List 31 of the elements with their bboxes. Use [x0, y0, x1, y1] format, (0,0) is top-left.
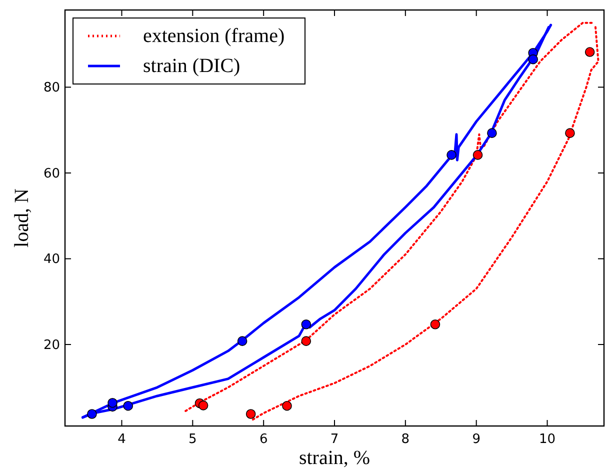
point	[472, 150, 483, 160]
point	[301, 319, 312, 330]
point	[584, 47, 595, 57]
y-tick-label: 40	[43, 252, 60, 268]
point	[565, 128, 575, 138]
legend-label: extension (frame)	[143, 25, 285, 47]
x-tick-label: 9	[472, 432, 480, 447]
point	[246, 409, 256, 419]
point	[237, 336, 248, 346]
x-tick-label: 4	[118, 432, 126, 447]
point	[198, 400, 208, 410]
point	[301, 336, 312, 346]
point	[108, 398, 118, 408]
point	[430, 319, 440, 330]
legend-label: strain (DIC)	[143, 55, 240, 77]
point	[446, 150, 456, 160]
point	[282, 400, 292, 411]
y-tick-label: 80	[43, 80, 60, 96]
point	[528, 54, 538, 64]
y-tick-label: 20	[43, 338, 60, 354]
point	[87, 409, 97, 419]
y-tick-label: 60	[43, 166, 60, 182]
x-tick-label: 5	[188, 432, 197, 447]
y-axis-title: load, N	[11, 188, 33, 248]
x-tick-label: 6	[259, 432, 268, 447]
x-axis-title: strain, %	[298, 447, 370, 469]
point	[487, 128, 497, 138]
x-tick-label: 8	[401, 432, 410, 447]
x-tick-label: 7	[330, 432, 339, 447]
x-tick-label: 10	[538, 432, 556, 447]
point	[123, 400, 134, 411]
